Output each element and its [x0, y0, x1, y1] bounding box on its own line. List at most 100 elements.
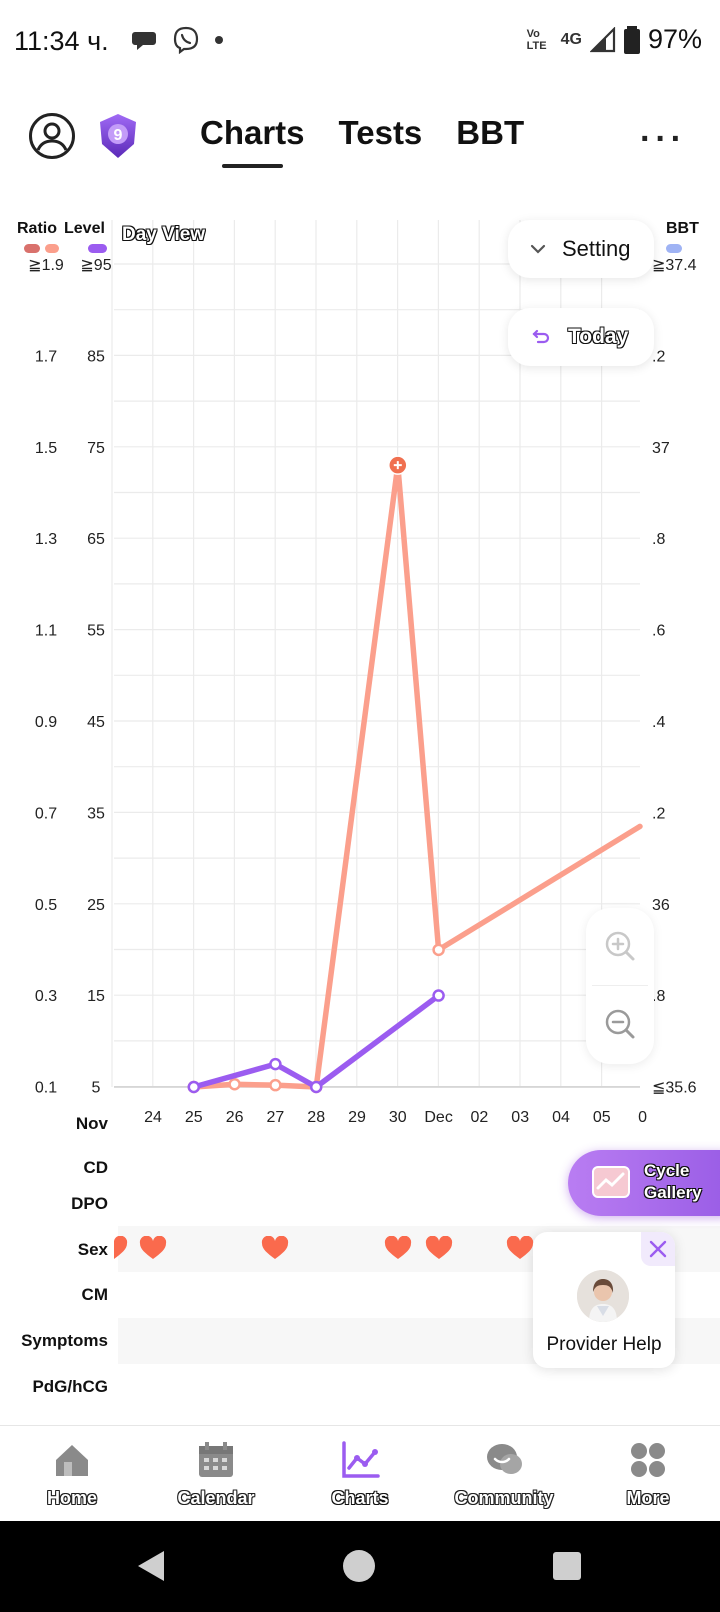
ratio-tick-label: 1.5	[35, 440, 57, 457]
level-tick-label: 55	[87, 623, 105, 640]
peak-plus-icon	[393, 461, 402, 470]
home-icon	[56, 1445, 88, 1476]
battery-percent: 97%	[647, 24, 702, 54]
level-axis-header: Level	[64, 220, 105, 237]
ratio-data-point[interactable]	[432, 943, 445, 957]
heart-icon[interactable]	[261, 1236, 289, 1260]
message-icon	[132, 32, 156, 50]
level-series-line	[191, 992, 442, 1090]
bbt-tick-label: .8	[652, 531, 665, 548]
row-label-cd: CD	[83, 1158, 108, 1177]
ratio-tick-label: 0.7	[35, 805, 57, 822]
heart-icon[interactable]	[139, 1236, 167, 1260]
ratio-tick-label: 0.3	[35, 988, 57, 1005]
close-icon	[649, 1240, 667, 1258]
setting-label: Setting	[562, 236, 631, 261]
provider-close-button[interactable]	[641, 1232, 675, 1266]
zoom-controls	[586, 908, 654, 1064]
bbt-tick-label: .2	[652, 805, 665, 822]
level-tick-label: 85	[87, 348, 105, 365]
ratio-tick-label: ≧1.9	[28, 257, 64, 274]
recents-icon[interactable]	[552, 1551, 582, 1581]
nav-community[interactable]: Community	[432, 1434, 576, 1518]
bbt-legend-chip	[666, 244, 682, 253]
provider-help-label: Provider Help	[546, 1334, 662, 1355]
tab-bbt[interactable]: BBT	[456, 114, 525, 151]
cycle-gallery-line1: Cycle	[644, 1161, 690, 1180]
ratio-tick-label: 0.1	[35, 1080, 57, 1097]
heart-icon[interactable]	[506, 1236, 534, 1260]
hormone-chart[interactable]: ≧1.9 1.7 1.5 1.3 1.1 0.9 0.7 0.5 0.3 0.1 ≧95 85 75 65…	[0, 210, 720, 1130]
bbt-tick-label: 37	[652, 440, 670, 457]
more-options-button[interactable]: ···	[640, 120, 686, 158]
chevron-down-icon	[530, 244, 546, 254]
x-tick-label: 28	[307, 1109, 325, 1126]
cycle-gallery-line2: Gallery	[644, 1183, 702, 1202]
tab-tests[interactable]: Tests	[338, 114, 423, 151]
ratio-tick-label: 0.5	[35, 897, 57, 914]
app-header: 9 Charts Tests BBT ···	[0, 100, 720, 180]
level-tick-label: 5	[92, 1080, 101, 1097]
profile-icon[interactable]	[28, 112, 76, 160]
x-tick-label: 24	[144, 1109, 162, 1126]
nav-charts[interactable]: Charts	[288, 1434, 432, 1518]
nav-home[interactable]: Home	[0, 1434, 144, 1518]
nav-home-label: Home	[46, 1488, 97, 1508]
signal-icon	[589, 26, 616, 52]
provider-help-card[interactable]: Provider Help	[533, 1232, 675, 1368]
level-data-point[interactable]	[309, 1080, 323, 1094]
cycle-gallery-button[interactable]: Cycle Gallery	[568, 1150, 720, 1216]
more-grid-icon	[631, 1443, 665, 1477]
zoom-divider	[592, 985, 648, 986]
header-tabs: Charts Tests BBT	[200, 114, 558, 168]
x-tick-label: 30	[389, 1109, 407, 1126]
row-label-dpo: DPO	[71, 1194, 108, 1213]
bbt-tick-label: 36	[652, 897, 670, 914]
level-data-point[interactable]	[187, 1080, 201, 1094]
x-tick-label: 0	[638, 1109, 647, 1126]
community-icon	[487, 1444, 522, 1474]
x-tick-label: 04	[552, 1109, 570, 1126]
bbt-tick-label: .2	[652, 348, 665, 365]
day-view-label: Day View	[122, 224, 206, 245]
volte-label: Vo LTE	[526, 27, 547, 52]
today-button[interactable]: Today	[508, 308, 654, 366]
system-nav-bar	[0, 1521, 720, 1612]
ratio-tick-label: 1.7	[35, 348, 57, 365]
month-label: Nov	[75, 1114, 108, 1133]
bottom-nav: Home Calendar Charts Community More	[0, 1425, 720, 1521]
home-circle-icon[interactable]	[342, 1549, 376, 1583]
heart-icon[interactable]	[425, 1236, 453, 1260]
heart-icon[interactable]	[384, 1236, 412, 1260]
nav-more[interactable]: More	[576, 1434, 720, 1518]
bbt-tick-label: ≦35.6	[652, 1080, 697, 1097]
zoom-out-icon[interactable]	[600, 1004, 640, 1044]
level-tick-label: 75	[87, 440, 105, 457]
tab-charts[interactable]: Charts	[200, 114, 305, 168]
level-tick-label: ≧95	[80, 257, 111, 274]
level-data-point[interactable]	[432, 989, 445, 1002]
ratio-tick-label: 1.1	[35, 623, 57, 640]
ratio-data-point[interactable]	[269, 1078, 282, 1092]
ratio-legend-chip-dark	[24, 244, 40, 253]
level-badge-icon[interactable]: 9	[96, 112, 140, 160]
ratio-tick-label: 0.9	[35, 714, 57, 731]
network-label: 4G	[560, 30, 582, 48]
level-legend-chip	[88, 244, 107, 253]
status-bar: 11:34 ч. Vo LTE 4G 97%	[0, 0, 720, 86]
x-tick-label: 03	[511, 1109, 529, 1126]
ratio-data-point[interactable]	[228, 1078, 241, 1091]
level-data-point[interactable]	[269, 1057, 282, 1071]
setting-button[interactable]: Setting	[508, 220, 654, 278]
zoom-in-icon[interactable]	[600, 926, 640, 966]
x-tick-label: 25	[185, 1109, 203, 1126]
x-tick-label: 29	[348, 1109, 366, 1126]
nav-calendar-label: Calendar	[177, 1488, 255, 1508]
nav-charts-label: Charts	[331, 1488, 389, 1508]
viber-icon	[173, 26, 199, 54]
level-tick-label: 25	[87, 897, 105, 914]
nav-community-label: Community	[454, 1488, 554, 1508]
nav-calendar[interactable]: Calendar	[144, 1434, 288, 1518]
bbt-tick-label: .6	[652, 623, 665, 640]
back-icon[interactable]	[134, 1549, 168, 1583]
